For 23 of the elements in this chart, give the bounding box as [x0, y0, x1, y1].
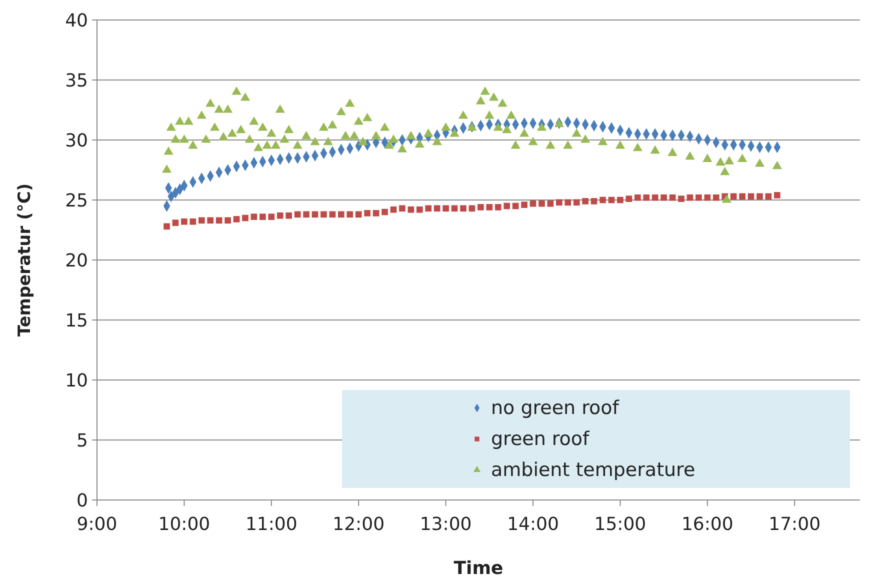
legend-label: no green roof [491, 397, 620, 419]
legend-label: ambient temperature [491, 459, 696, 481]
y-tick-label: 35 [65, 70, 88, 92]
y-tick-label: 20 [65, 250, 88, 272]
y-axis-title: Temperatur (°C) [15, 183, 35, 337]
y-tick-label: 5 [76, 430, 88, 452]
x-tick-label: 14:00 [507, 514, 559, 535]
legend-label: green roof [491, 428, 591, 450]
x-tick-label: 13:00 [420, 514, 472, 535]
y-tick-label: 40 [65, 10, 88, 32]
y-tick-label: 25 [65, 190, 88, 212]
x-tick-label: 16:00 [681, 514, 734, 535]
y-tick-label: 10 [65, 370, 88, 392]
x-tick-label: 15:00 [594, 514, 646, 535]
y-tick-label: 0 [76, 490, 88, 512]
x-tick-label: 12:00 [332, 514, 385, 535]
y-tick-label: 30 [65, 130, 88, 152]
x-axis-title: Time [454, 558, 504, 579]
x-tick-label: 9:00 [76, 514, 118, 535]
y-tick-label: 15 [65, 310, 88, 332]
x-tick-label: 17:00 [768, 514, 821, 535]
x-tick-label: 11:00 [245, 514, 298, 535]
x-tick-label: 10:00 [158, 514, 210, 535]
